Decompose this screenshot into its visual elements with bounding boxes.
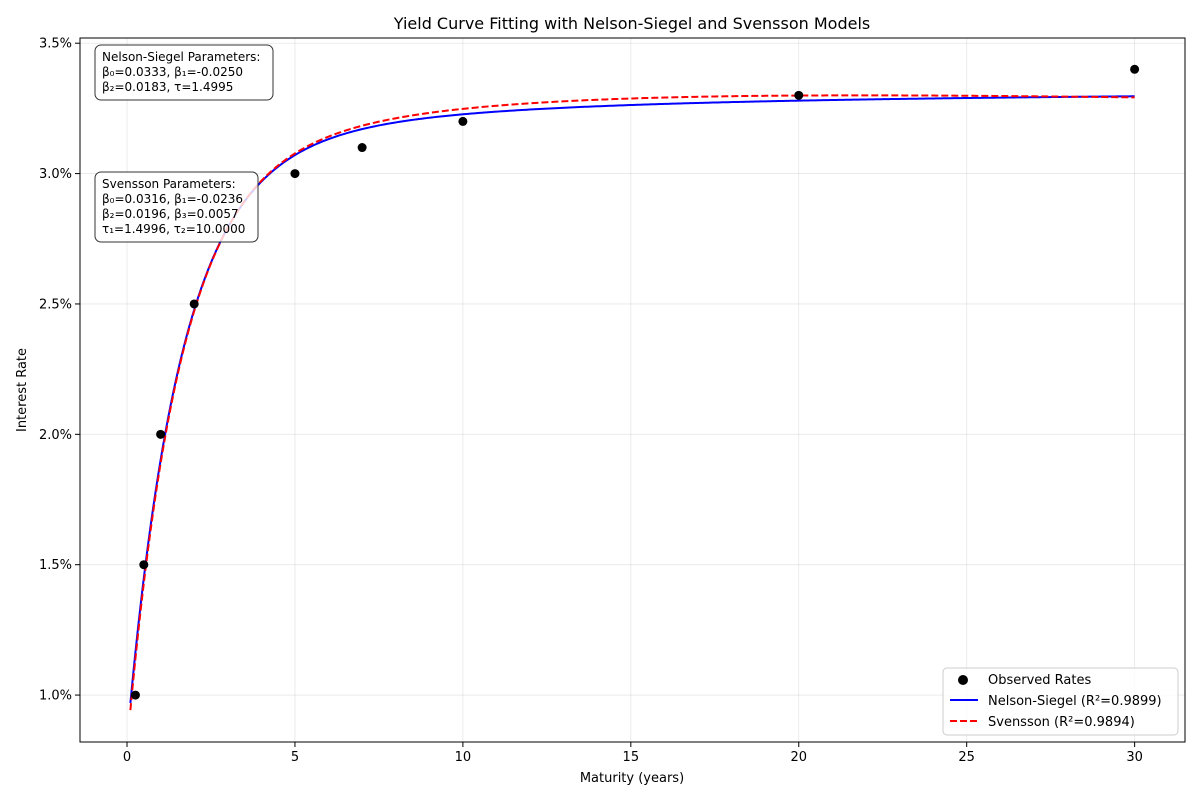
grid-lines xyxy=(80,38,1185,742)
observed-rate-point xyxy=(130,690,140,700)
legend-label-svensson: Svensson (R²=0.9894) xyxy=(988,715,1135,730)
observed-rate-point xyxy=(290,169,300,179)
x-tick-label: 10 xyxy=(455,750,472,765)
sv-params-line-3: τ₁=1.4996, τ₂=10.0000 xyxy=(102,222,245,236)
svensson-params-box: Svensson Parameters: β₀=0.0316, β₁=-0.02… xyxy=(94,171,259,243)
sv-params-title: Svensson Parameters: xyxy=(102,177,236,191)
observed-rate-point xyxy=(794,90,804,100)
x-tick-label: 15 xyxy=(623,750,640,765)
legend-label-nelson-siegel: Nelson-Siegel (R²=0.9899) xyxy=(988,694,1162,709)
x-tick-label: 0 xyxy=(123,750,131,765)
nelson-siegel-curve xyxy=(129,95,1135,704)
legend-frame xyxy=(942,667,1179,736)
ns-params-line-1: β₀=0.0333, β₁=-0.0250 xyxy=(102,65,243,79)
ns-params-title: Nelson-Siegel Parameters: xyxy=(102,50,260,64)
plot-area xyxy=(129,64,1140,711)
observed-rate-point xyxy=(458,116,468,126)
params-box-frame xyxy=(94,171,259,243)
ns-params-line-2: β₂=0.0183, τ=1.4995 xyxy=(102,80,233,94)
x-tick-label: 30 xyxy=(1126,750,1143,765)
x-tick-label: 20 xyxy=(790,750,807,765)
x-tick-label: 5 xyxy=(291,750,299,765)
observed-rate-point xyxy=(189,299,199,309)
observed-rate-point xyxy=(156,429,166,439)
chart-title: Yield Curve Fitting with Nelson-Siegel a… xyxy=(393,14,871,33)
observed-rate-point xyxy=(1130,64,1140,74)
legend-label-observed: Observed Rates xyxy=(988,673,1091,688)
x-tick-label: 25 xyxy=(958,750,975,765)
legend: Observed Rates Nelson-Siegel (R²=0.9899)… xyxy=(942,667,1179,736)
x-axis-ticks: 0 5 10 15 20 25 30 xyxy=(123,742,1143,765)
y-tick-label: 1.0% xyxy=(39,689,72,704)
sv-params-line-1: β₀=0.0316, β₁=-0.0236 xyxy=(102,192,243,206)
y-tick-label: 2.5% xyxy=(39,297,72,312)
y-axis-label: Interest Rate xyxy=(15,348,30,432)
y-axis-ticks: 1.0% 1.5% 2.0% 2.5% 3.0% 3.5% xyxy=(39,37,80,704)
legend-marker-observed xyxy=(958,675,968,685)
params-box-frame xyxy=(94,44,274,101)
nelson-siegel-params-box: Nelson-Siegel Parameters: β₀=0.0333, β₁=… xyxy=(94,44,274,101)
plot-frame xyxy=(79,37,1186,743)
sv-params-line-2: β₂=0.0196, β₃=0.0057 xyxy=(102,207,239,221)
y-tick-label: 2.0% xyxy=(39,428,72,443)
x-axis-label: Maturity (years) xyxy=(580,771,684,786)
observed-rate-point xyxy=(139,560,149,570)
observed-rate-point xyxy=(357,143,367,153)
svensson-curve xyxy=(129,94,1135,711)
fitted-curves xyxy=(129,94,1135,711)
y-tick-label: 3.0% xyxy=(39,167,72,182)
y-tick-label: 1.5% xyxy=(39,558,72,573)
observed-points xyxy=(130,64,1140,700)
y-tick-label: 3.5% xyxy=(39,37,72,52)
